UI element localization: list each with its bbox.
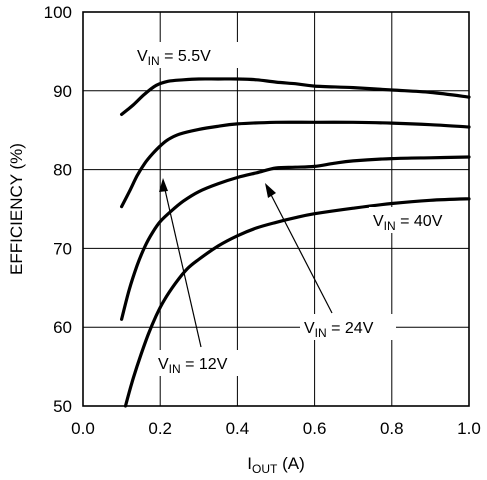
annotation-vin-24v-main: V [304,320,315,337]
arrowhead-vin-12v [159,178,168,192]
x-axis-label: IOUT (A) [247,454,304,476]
x-axis-label-unit: (A) [277,454,304,473]
arrow-vin-24v [266,186,333,314]
plot-frame [82,11,470,407]
arrowhead-vin-24v [265,183,276,198]
annotation-vin-40v-main: V [373,213,384,230]
x-tick-label: 1.0 [457,419,481,438]
annotation-vin-24v-rest: = 24V [327,320,374,337]
series-line-vin-24v [120,155,471,321]
y-tick-label: 70 [53,239,72,258]
series-curves [120,77,471,408]
annotation-vin-12v-main: V [158,356,169,373]
y-tick-label: 80 [53,161,72,180]
annotation-vin-40v: VIN = 40V [369,207,465,233]
annotation-vin-12v-sub: IN [169,362,181,376]
series-line-vin-5-5v [120,77,471,116]
annotation-vin-5-5v-main: V [137,48,148,65]
annotation-vin-24v-sub: IN [315,326,327,340]
svg-text:VIN = 40V: VIN = 40V [373,213,443,233]
svg-text:VIN = 12V: VIN = 12V [158,356,228,376]
svg-text:VIN = 5.5V: VIN = 5.5V [137,48,211,68]
annotation-vin-12v-rest: = 12V [181,356,228,373]
y-tick-label: 50 [53,397,72,416]
x-tick-label: 0.8 [380,419,404,438]
tick-labels: 0.0 0.2 0.4 0.6 0.8 1.0 50 60 70 80 90 100 [44,3,481,438]
x-tick-label: 0.2 [148,419,172,438]
annotation-vin-40v-sub: IN [384,219,396,233]
x-tick-label: 0.0 [71,419,95,438]
series-line-vin-40v [123,197,471,408]
y-tick-label: 90 [53,82,72,101]
annotation-vin-24v: VIN = 24V [265,183,396,340]
x-axis-label-sub: OUT [252,462,278,476]
series-line-vin-12v [120,120,471,209]
x-tick-label: 0.4 [226,419,250,438]
x-axis-label-main: I [247,454,252,473]
annotation-vin-5-5v: VIN = 5.5V [133,42,247,68]
y-tick-label: 100 [44,3,72,22]
y-tick-label: 60 [53,318,72,337]
x-tick-label: 0.6 [303,419,327,438]
annotation-vin-12v: VIN = 12V [154,178,248,376]
arrow-vin-12v [162,180,202,348]
y-axis-label: EFFICIENCY (%) [7,143,26,275]
annotation-vin-5-5v-sub: IN [148,54,160,68]
annotation-vin-5-5v-rest: = 5.5V [160,48,211,65]
svg-text:VIN = 24V: VIN = 24V [304,320,374,340]
annotation-vin-40v-rest: = 40V [396,213,443,230]
